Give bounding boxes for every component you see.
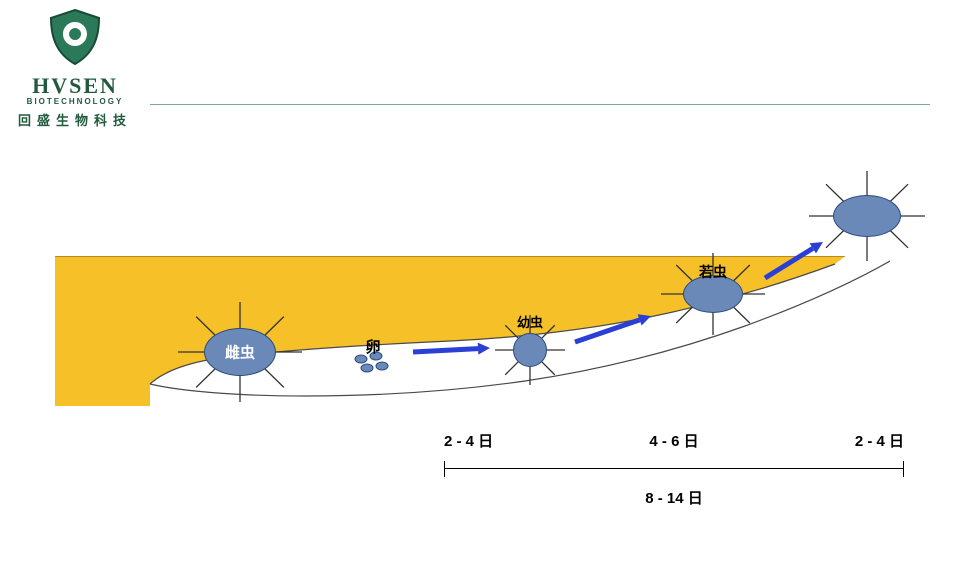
timeline-bar-line [444, 468, 904, 469]
logo-main-text: HVSEN [18, 75, 132, 97]
mite-female: 雌虫 [204, 328, 276, 376]
timeline-bar [444, 461, 904, 477]
label-larva: 幼虫 [517, 312, 543, 331]
logo: HVSEN BIOTECHNOLOGY 回盛生物科技 [18, 8, 132, 129]
timeline-seg-2: 4 - 6 日 [649, 430, 698, 451]
logo-shield-icon [43, 8, 107, 68]
mite-adult [833, 195, 901, 237]
shield-path [51, 10, 99, 64]
label-eggs: 卵 [365, 336, 380, 357]
label-nymph: 若虫 [699, 262, 727, 282]
label-female: 雌虫 [225, 342, 255, 363]
timeline-tick-left [444, 461, 445, 477]
logo-cn-text: 回盛生物科技 [18, 110, 132, 129]
lifecycle-diagram: 雌虫 卵 幼虫 若虫 [55, 256, 925, 406]
timeline-tick-right [903, 461, 904, 477]
timeline-total: 8 - 14 日 [444, 487, 904, 508]
timeline-axis: 2 - 4 日 4 - 6 日 2 - 4 日 8 - 14 日 [444, 430, 904, 508]
header-rule [150, 104, 930, 105]
timeline-segments: 2 - 4 日 4 - 6 日 2 - 4 日 [444, 430, 904, 451]
timeline-seg-1: 2 - 4 日 [444, 430, 493, 451]
mite-larva [513, 333, 547, 367]
burrow-tunnel [55, 256, 925, 406]
logo-sub-text: BIOTECHNOLOGY [18, 98, 132, 106]
timeline-seg-3: 2 - 4 日 [855, 430, 904, 451]
